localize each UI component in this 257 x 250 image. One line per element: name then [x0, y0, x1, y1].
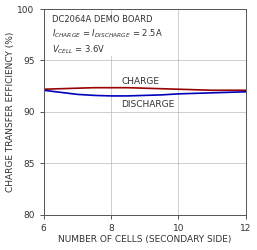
- Text: DISCHARGE: DISCHARGE: [121, 100, 174, 108]
- Text: CHARGE: CHARGE: [121, 77, 159, 86]
- Text: DC2064A DEMO BOARD
$I_{CHARGE}$ = $I_{DISCHARGE}$ = 2.5A
$V_{CELL}$ = 3.6V: DC2064A DEMO BOARD $I_{CHARGE}$ = $I_{DI…: [52, 15, 162, 56]
- X-axis label: NUMBER OF CELLS (SECONDARY SIDE): NUMBER OF CELLS (SECONDARY SIDE): [58, 236, 231, 244]
- Y-axis label: CHARGE TRANSFER EFFICIENCY (%): CHARGE TRANSFER EFFICIENCY (%): [6, 32, 15, 192]
